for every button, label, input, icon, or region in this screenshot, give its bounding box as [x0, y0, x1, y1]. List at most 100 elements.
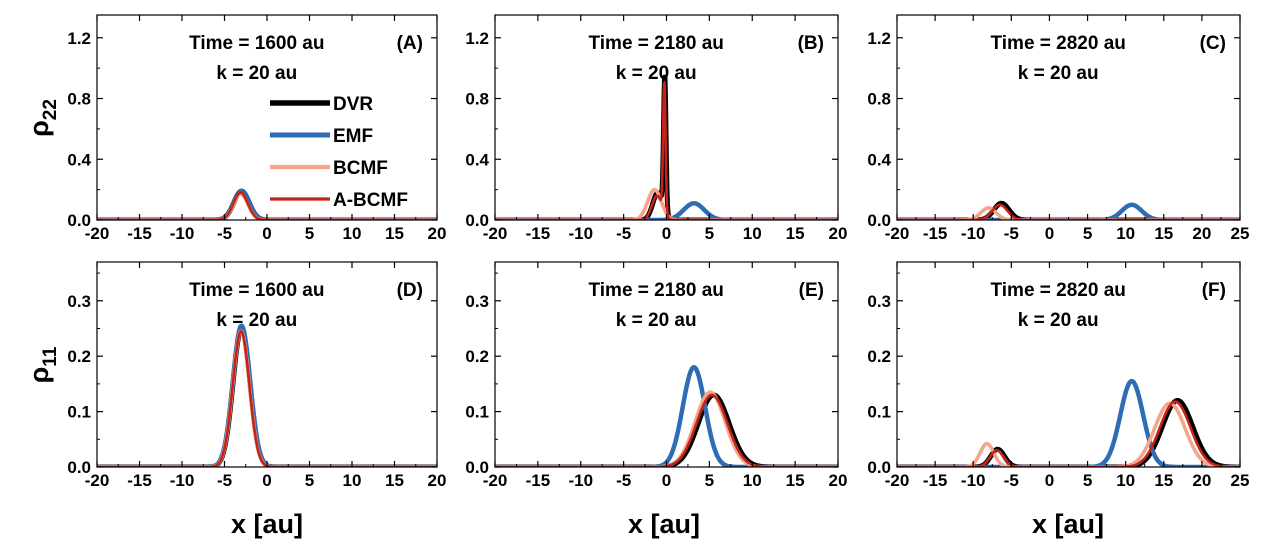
xlabel-left: x [au] — [231, 509, 303, 539]
x-tick-label: 0 — [262, 471, 271, 490]
y-tick-label: 1.2 — [867, 29, 891, 48]
panel-d-curves — [97, 323, 437, 467]
ylabel-top: ρ22 — [24, 99, 61, 137]
x-tick-label: -15 — [923, 471, 948, 490]
y-tick-label: 0.3 — [867, 292, 891, 311]
x-tick-label: 10 — [1116, 471, 1135, 490]
series-a-bcmf-line-e — [495, 393, 838, 467]
panel-e-annotation: k = 20 au — [616, 310, 697, 331]
panel-f-annotation: k = 20 au — [1018, 310, 1099, 331]
panel-e-annotation: Time = 2180 au — [589, 280, 724, 301]
panel-a-annotation: Time = 1600 au — [189, 33, 324, 54]
x-tick-label: -5 — [217, 224, 232, 243]
y-tick-label: 0.8 — [867, 90, 891, 109]
panel-f-annotation: Time = 2820 au — [991, 280, 1126, 301]
x-tick-label: 20 — [428, 224, 447, 243]
legend-label-dvr: DVR — [333, 94, 373, 115]
series-a-bcmf-line-b — [495, 81, 838, 220]
x-tick-label: 10 — [743, 471, 762, 490]
x-tick-label: 0 — [1045, 224, 1054, 243]
panel-b-annotation: k = 20 au — [616, 63, 697, 84]
panel-c: -20 -15 -10 -5 0 5 10 15 20 25 0.0 0.4 0.8 1.2 Time = … — [867, 14, 1250, 243]
y-tick-label: 0.0 — [867, 458, 891, 477]
panel-b-annotation: Time = 2180 au — [589, 33, 724, 54]
x-tick-label: -5 — [1004, 471, 1019, 490]
y-tick-label: 0.0 — [867, 211, 891, 230]
panel-b-label: (B) — [798, 33, 824, 54]
x-tick-label: 10 — [343, 224, 362, 243]
panel-b: -20 -15 -10 -5 0 5 10 15 20 0.0 0.4 0.8 1.2 Time = 21… — [465, 14, 847, 243]
y-tick-label: 0.2 — [867, 347, 891, 366]
xlabel-right: x [au] — [1032, 509, 1104, 539]
x-tick-label: -5 — [1004, 224, 1019, 243]
panel-f-curves — [897, 378, 1240, 467]
x-tick-label: 25 — [1231, 471, 1250, 490]
panel-a-annotation: k = 20 au — [216, 63, 297, 84]
panel-a: -20 -15 -10 -5 0 5 10 15 20 0.0 0.4 0.8 1.2 Time = 16… — [67, 14, 447, 243]
x-tick-label: -10 — [170, 224, 195, 243]
x-tick-label: 15 — [1154, 224, 1173, 243]
y-tick-label: 0.1 — [67, 403, 91, 422]
y-tick-label: 0.1 — [867, 403, 891, 422]
x-tick-label: -10 — [170, 471, 195, 490]
ylabel-bottom-symbol: ρ — [24, 367, 54, 384]
x-tick-label: -5 — [616, 224, 631, 243]
y-tick-label: 0.3 — [465, 292, 489, 311]
ylabel-top-subscript: 22 — [40, 99, 61, 120]
x-tick-label: -15 — [526, 471, 551, 490]
panel-d-label: (D) — [397, 280, 423, 301]
y-tick-label: 0.1 — [465, 403, 489, 422]
x-tick-label: 20 — [428, 471, 447, 490]
series-bcmf-line-d — [97, 329, 437, 467]
panel-e-curves — [495, 365, 838, 467]
legend: DVR EMF BCMF A-BCMF — [270, 94, 408, 211]
legend-label-bcmf: BCMF — [333, 158, 388, 179]
series-bcmf-line-e — [495, 390, 838, 467]
x-tick-label: -10 — [961, 471, 986, 490]
ylabel-bottom-subscript: 11 — [40, 346, 61, 367]
x-tick-label: 20 — [1192, 471, 1211, 490]
x-tick-label: -5 — [616, 471, 631, 490]
panel-c-label: (C) — [1200, 33, 1226, 54]
ylabel-top-symbol: ρ — [24, 120, 54, 137]
x-tick-label: 5 — [705, 224, 714, 243]
panel-d: -20 -15 -10 -5 0 5 10 15 20 0.0 0.1 0.2 0.3 Time = 16… — [67, 261, 447, 490]
x-tick-label: 5 — [1083, 224, 1092, 243]
panel-d-annotation: k = 20 au — [216, 310, 297, 331]
x-tick-label: 25 — [1231, 224, 1250, 243]
x-tick-label: -20 — [85, 224, 110, 243]
x-tick-label: 0 — [662, 224, 671, 243]
x-tick-label: 15 — [786, 224, 805, 243]
series-emf-line-e — [495, 365, 838, 467]
y-tick-label: 0.8 — [465, 90, 489, 109]
panel-f-label: (F) — [1202, 280, 1226, 301]
x-tick-label: 20 — [1192, 224, 1211, 243]
x-tick-label: -20 — [885, 224, 910, 243]
xlabel-middle: x [au] — [628, 509, 700, 539]
x-tick-label: 20 — [829, 471, 848, 490]
x-tick-label: 0 — [262, 224, 271, 243]
x-tick-label: 0 — [662, 471, 671, 490]
y-tick-label: 0.2 — [465, 347, 489, 366]
x-tick-label: 10 — [743, 224, 762, 243]
x-tick-label: 10 — [1116, 224, 1135, 243]
series-a-bcmf-line-d — [97, 329, 437, 467]
y-tick-label: 0.2 — [67, 347, 91, 366]
x-tick-label: -20 — [885, 471, 910, 490]
x-tick-label: -20 — [483, 471, 508, 490]
y-tick-label: 0.0 — [67, 211, 91, 230]
y-tick-label: 0.0 — [465, 211, 489, 230]
x-tick-label: -15 — [127, 224, 152, 243]
y-tick-label: 0.4 — [867, 150, 891, 169]
series-emf-line-d — [97, 323, 437, 467]
x-tick-label: -20 — [483, 224, 508, 243]
panel-a-label: (A) — [397, 33, 423, 54]
y-tick-label: 0.0 — [465, 458, 489, 477]
panel-c-annotation: Time = 2820 au — [991, 33, 1126, 54]
y-tick-label: 0.3 — [67, 292, 91, 311]
series-dvr-line-d — [97, 326, 437, 467]
svg-text:ρ22: ρ22 — [24, 99, 61, 137]
panel-e: -20 -15 -10 -5 0 5 10 15 20 0.0 0.1 0.2 0.3 Time = 21… — [465, 261, 848, 490]
series-a-bcmf-line-f — [897, 400, 1240, 467]
